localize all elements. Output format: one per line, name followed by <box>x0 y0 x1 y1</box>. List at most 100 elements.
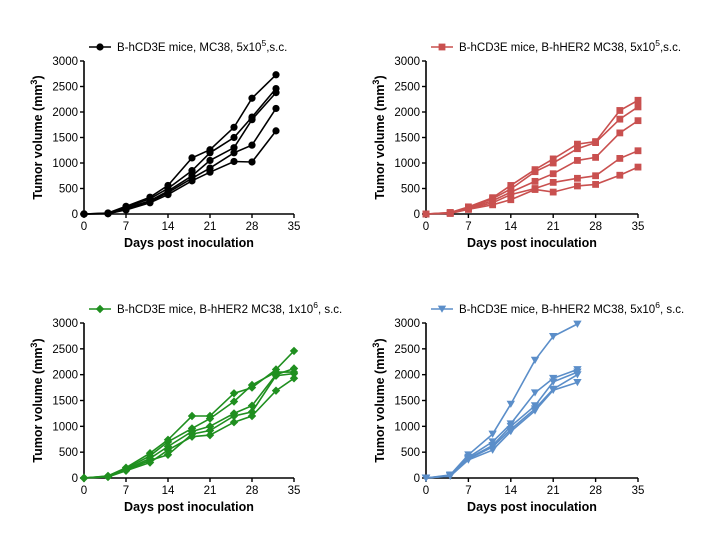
data-point <box>271 371 281 380</box>
data-point <box>446 472 455 480</box>
legend-label: B-hCD3E mice, MC38, 5x105,s.c. <box>117 38 287 54</box>
series-line <box>83 367 295 479</box>
data-point <box>272 104 280 113</box>
x-tick-label: 14 <box>504 485 517 497</box>
data-point <box>616 171 624 179</box>
data-point <box>79 473 89 483</box>
y-axis-title-main: Tumor volume (mm <box>31 348 45 463</box>
x-axis-title: Days post inoculation <box>467 236 597 250</box>
y-tick-label: 3000 <box>52 318 78 330</box>
series-line <box>83 92 277 215</box>
data-point <box>247 411 257 421</box>
data-point <box>634 103 642 111</box>
y-tick-label: 1000 <box>52 421 78 433</box>
legend-label-main: B-hCD3E mice, B-hHER2 MC38, 1x10 <box>117 304 313 316</box>
y-tick-label: 2500 <box>52 344 78 356</box>
data-point <box>229 418 239 427</box>
data-point <box>592 181 599 188</box>
y-tick-label: 0 <box>72 209 78 221</box>
data-point <box>188 167 196 175</box>
data-point <box>248 158 256 166</box>
data-point <box>230 144 238 152</box>
data-point <box>506 400 515 408</box>
y-axis-title-main: Tumor volume (mm <box>373 348 387 463</box>
y-tick-label: 500 <box>59 184 78 196</box>
series-line <box>83 371 294 479</box>
data-point <box>549 178 557 186</box>
y-tick-label: 2000 <box>394 370 420 382</box>
y-tick-label: 0 <box>72 473 78 485</box>
y-axis-title-end: ) <box>373 75 387 79</box>
y-tick-label: 2500 <box>394 82 420 94</box>
data-point <box>574 174 581 182</box>
y-axis-title-main: Tumor volume (mm <box>31 85 45 200</box>
data-point <box>507 196 515 204</box>
data-point <box>616 107 624 114</box>
series-1 <box>421 320 582 482</box>
x-tick-label: 35 <box>288 485 301 497</box>
data-point <box>163 450 173 459</box>
y-axis-title-end: ) <box>31 75 45 79</box>
legend: B-hCD3E mice, MC38, 5x105,s.c. <box>89 38 287 54</box>
x-axis-title: Days post inoculation <box>467 500 597 514</box>
data-point <box>531 186 539 193</box>
data-point <box>549 159 557 167</box>
x-tick-label: 28 <box>589 485 602 497</box>
series-3 <box>80 89 280 218</box>
data-point <box>616 155 624 162</box>
x-tick-label: 0 <box>81 221 87 233</box>
y-tick-label: 1000 <box>52 158 78 170</box>
data-point <box>103 472 113 482</box>
data-point <box>229 389 239 398</box>
legend-label-end: , s.c. <box>318 304 342 316</box>
data-point <box>272 89 280 97</box>
data-point <box>465 206 472 213</box>
series-3 <box>79 364 299 483</box>
data-point <box>530 389 540 397</box>
y-tick-label: 0 <box>414 473 420 485</box>
data-point <box>549 155 557 163</box>
series-5 <box>79 374 299 483</box>
x-tick-label: 28 <box>589 221 602 233</box>
legend-label: B-hCD3E mice, B-hHER2 MC38, 1x106, s.c. <box>117 300 342 316</box>
x-tick-label: 0 <box>423 221 429 233</box>
x-tick-label: 7 <box>123 221 129 233</box>
data-point <box>206 168 214 176</box>
data-point <box>574 145 581 153</box>
x-tick-label: 35 <box>288 221 301 233</box>
x-tick-label: 28 <box>246 485 259 497</box>
data-point <box>271 386 281 395</box>
data-point <box>289 346 299 356</box>
series-line <box>425 106 639 215</box>
legend-marker <box>437 305 447 313</box>
legend-label-main: B-hCD3E mice, B-hHER2 MC38, 5x10 <box>459 304 655 316</box>
data-point <box>122 206 130 214</box>
y-axis-title-main: Tumor volume (mm <box>373 85 387 200</box>
data-point <box>488 430 497 438</box>
y-axis-title-end: ) <box>31 338 45 342</box>
y-tick-label: 1000 <box>394 158 420 170</box>
x-tick-label: 7 <box>465 485 471 497</box>
series-4 <box>421 371 582 482</box>
data-point <box>488 446 497 454</box>
data-point <box>507 191 515 199</box>
y-tick-label: 1500 <box>394 396 420 408</box>
series-2 <box>421 366 582 482</box>
x-tick-label: 35 <box>632 221 645 233</box>
data-point <box>549 386 558 394</box>
data-point <box>230 133 238 142</box>
x-tick-label: 21 <box>204 221 217 233</box>
y-tick-label: 2000 <box>52 107 78 119</box>
y-tick-label: 2500 <box>394 344 420 356</box>
data-point <box>163 437 173 447</box>
data-point <box>230 123 238 131</box>
x-tick-label: 0 <box>81 485 87 497</box>
data-point <box>549 333 558 341</box>
data-point <box>634 147 642 155</box>
legend: B-hCD3E mice, B-hHER2 MC38, 5x105,s.c. <box>431 38 681 54</box>
y-tick-label: 500 <box>59 447 78 459</box>
data-point <box>206 149 214 157</box>
series-line <box>83 350 295 479</box>
series-1 <box>79 346 299 483</box>
y-axis-title-superscript: 3 <box>371 343 381 348</box>
